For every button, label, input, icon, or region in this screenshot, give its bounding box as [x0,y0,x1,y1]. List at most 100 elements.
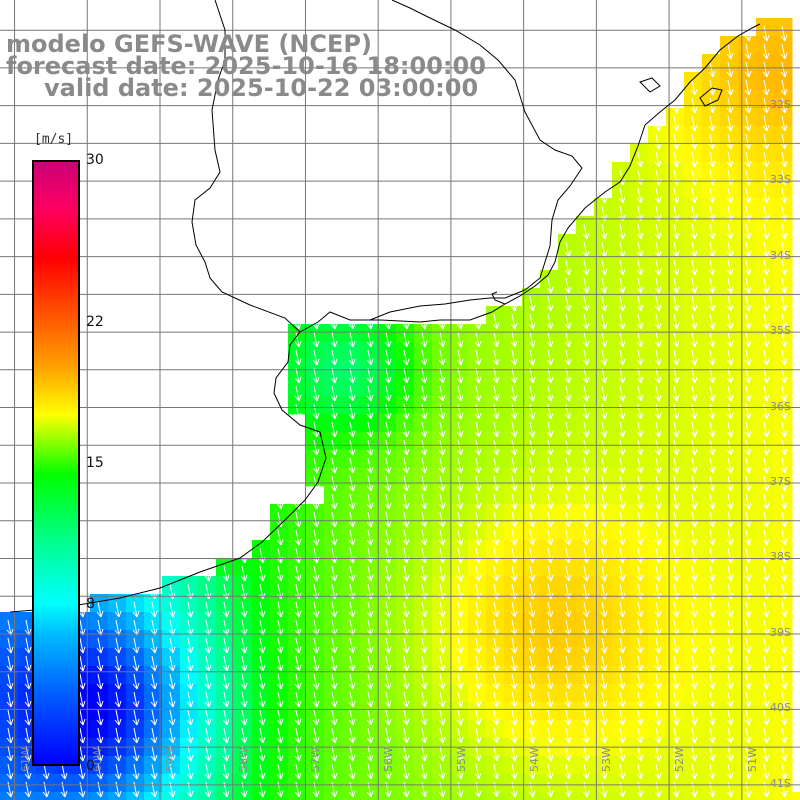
wind-speed-cell [630,594,649,613]
wind-speed-cell [558,540,577,559]
wind-speed-cell [468,612,487,631]
wind-arrow [204,673,212,690]
wind-speed-cell [162,576,181,595]
wind-speed-cell [738,432,757,451]
wind-speed-cell [72,774,91,793]
wind-speed-cell [468,630,487,649]
wind-speed-cell [630,216,649,235]
wind-speed-cell [324,594,343,613]
wind-arrow [510,709,518,726]
wind-speed-cell [522,702,541,721]
wind-speed-cell [270,594,289,613]
wind-speed-cell [702,162,721,181]
wind-speed-cell [738,126,757,145]
wind-speed-cell [684,540,703,559]
wind-arrow [276,655,284,672]
wind-speed-cell [774,702,793,721]
wind-speed-cell [774,576,793,595]
wind-speed-cell [738,198,757,217]
wind-arrow [546,331,554,348]
wind-speed-cell [414,666,433,685]
wind-arrow [564,295,572,312]
wind-arrow [312,457,320,474]
wind-speed-cell [702,648,721,667]
wind-arrow [618,457,626,474]
wind-speed-cell [126,684,145,703]
wind-arrow [546,565,554,582]
wind-speed-cell [774,288,793,307]
wind-arrow [438,385,446,402]
wind-speed-cell [360,612,379,631]
wind-speed-cell [450,468,469,487]
wind-arrow [330,637,338,654]
wind-speed-cell [342,576,361,595]
wind-arrow [294,763,302,780]
wind-arrow [672,601,680,618]
wind-speed-cell [36,792,55,800]
wind-speed-cell [414,774,433,793]
wind-arrow [132,673,140,690]
wind-speed-cell [504,774,523,793]
wind-arrow [312,493,320,510]
wind-arrow [564,277,572,294]
wind-speed-cell [720,324,739,343]
wind-speed-cell [666,342,685,361]
wind-arrow [294,331,302,348]
wind-speed-cell [378,414,397,433]
wind-arrow [402,673,410,690]
wind-arrow [654,529,662,546]
wind-speed-cell [648,342,667,361]
wind-speed-cell [648,288,667,307]
wind-arrow [294,655,302,672]
wind-arrow [690,637,698,654]
wind-arrow [366,655,374,672]
wind-arrow [330,691,338,708]
wind-speed-cell [378,432,397,451]
wind-speed-cell [414,522,433,541]
wind-speed-cell [666,558,685,577]
wind-arrow [582,493,590,510]
wind-arrow [348,493,356,510]
wind-speed-cell [666,684,685,703]
wind-arrow [690,223,698,240]
wind-arrow [780,565,788,582]
wind-arrow [726,403,734,420]
wind-speed-cell [414,684,433,703]
wind-arrow [546,637,554,654]
wind-arrow [312,727,320,744]
wind-arrow [348,331,356,348]
wind-arrow [330,493,338,510]
wind-arrow [618,439,626,456]
wind-arrow [312,385,320,402]
wind-arrow [474,421,482,438]
wind-arrow [582,403,590,420]
wind-arrow [708,727,716,744]
wind-arrow [114,727,122,744]
wind-arrow [204,727,212,744]
wind-speed-cell [630,234,649,253]
wind-arrow [546,655,554,672]
wind-speed-cell [378,558,397,577]
wind-speed-cell [342,774,361,793]
wind-speed-cell [504,396,523,415]
wind-arrow [564,637,572,654]
wind-speed-cell [414,576,433,595]
wind-arrow [708,493,716,510]
wind-speed-cell [738,468,757,487]
wind-arrow [528,655,536,672]
wind-speed-cell [504,414,523,433]
wind-arrow [168,709,176,726]
wind-speed-cell [324,450,343,469]
wind-arrow [618,637,626,654]
wind-arrow [618,367,626,384]
wind-arrow [690,457,698,474]
wind-arrow [456,439,464,456]
wind-speed-cell [342,378,361,397]
wind-arrow [438,421,446,438]
wind-speed-cell [666,720,685,739]
wind-speed-cell [252,630,271,649]
wind-speed-cell [468,486,487,505]
wind-arrow [672,673,680,690]
wind-speed-cell [396,540,415,559]
wind-arrow [582,277,590,294]
